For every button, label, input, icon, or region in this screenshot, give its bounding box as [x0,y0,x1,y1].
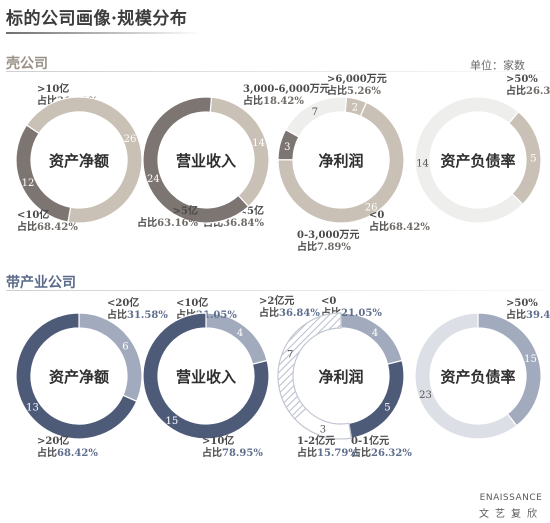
donut-slice [414,312,518,440]
slice-value-label: 4 [237,328,243,339]
slice-value-label: 5 [384,402,390,413]
slice-category-label: >2亿元 [259,294,294,307]
slice-share-label: 占比78.95% [202,446,263,459]
slice-value-label: 26 [365,203,378,214]
donut-center-title: 净利润 [318,152,363,170]
slice-category-label: 0-1亿元 [351,434,389,447]
logo-wordmark: ENAISSANCE [479,493,543,503]
slice-share-label: 占比26.32% [351,446,412,459]
brand-logo: ENAISSANCE 文艺复欣 [476,493,546,520]
slice-value-label: 3 [284,142,290,153]
donut-slice [277,101,405,224]
slice-category-label: <0 [369,210,384,221]
donut-slice [15,124,72,223]
slice-value-label: 7 [312,107,318,118]
slice-category-label: 0-3,000万元 [297,229,359,241]
donut-slice [142,312,270,440]
slice-category-label: >5亿 [173,204,198,217]
slice-share-label: 占比18.42% [243,94,304,107]
slice-value-label: 6 [122,342,128,353]
slice-value-label: 2 [352,102,358,113]
slice-share-label: 占比26.32% [506,84,550,97]
slice-category-label: >50% [506,298,538,309]
slice-share-label: 占比63.16% [137,216,198,229]
slice-share-label: 占比15.79% [297,446,358,459]
slice-category-label: <20亿 [107,296,139,309]
unit-label: 单位：家数 [470,59,525,72]
section-divider-industry [6,290,544,291]
slice-value-label: 14 [416,159,429,170]
slice-value-label: 12 [22,178,35,189]
slice-share-label: 占比68.42% [37,446,98,459]
slice-value-label: 4 [372,328,378,339]
donut-center-title: 资产净额 [49,368,109,386]
donut-slice [277,312,342,420]
slice-category-label: >6,000万元 [327,73,387,85]
slice-category-label: <10亿 [17,208,49,221]
donut-slice [414,96,524,224]
donut-center-title: 资产净额 [49,152,109,170]
slice-category-label: <10亿 [176,296,208,309]
slice-category-label: >10亿 [202,434,234,447]
slice-share-label: 占比39.47% [506,308,550,321]
donut-center-title: 营业收入 [176,152,236,170]
slice-share-label: 占比68.42% [369,220,430,233]
slice-category-label: 1-2亿元 [297,434,335,447]
section-divider-shell [6,71,544,72]
slice-value-label: 13 [26,402,39,413]
slice-category-label: >50% [506,74,538,85]
donut-slice [142,96,250,224]
slice-value-label: 23 [419,390,432,401]
donut-center-title: 资产负债率 [440,368,515,386]
slice-value-label: 7 [287,350,293,361]
slice-share-label: 占比5.26% [327,84,381,97]
donut-chart-8: 15 >50%占比39.47% 23 资产负债率 [414,298,550,440]
donut-chart-3: 2>6,000万元占比5.26%26<0占比68.42%30-3,000万元占比… [243,73,430,253]
logo-subtitle: 文艺复欣 [479,509,543,520]
slice-category-label: >20亿 [37,434,69,447]
donut-chart-7: 4<0占比21.05%50-1亿元占比26.32%31-2亿元占比15.79%7… [259,294,412,459]
slice-value-label: 15 [166,416,179,427]
donut-center-title: 资产负债率 [440,152,515,170]
page-title: 标的公司画像·规模分布 [6,9,188,29]
donut-slice [284,96,348,138]
donut-center-title: 营业收入 [176,368,236,386]
slice-category-label: >10亿 [37,82,69,95]
slice-share-label: 占比36.84% [259,306,320,319]
donut-slice [15,312,138,440]
slice-value-label: 15 [524,354,537,365]
donut-center-title: 净利润 [318,368,363,386]
slice-value-label: 3 [320,424,326,435]
slice-share-label: 占比31.58% [107,308,168,321]
title-underline [6,32,201,34]
slice-share-label: 占比68.42% [17,220,78,233]
slice-value-label: 24 [147,174,160,185]
section-label-industry: 带产业公司 [6,275,76,291]
donut-chart-4: 5 >50%占比26.32% 14 资产负债率 [414,74,550,224]
slice-value-label: 14 [252,138,265,149]
donut-slice [25,96,143,224]
slice-category-label: 3,000-6,000万元 [243,83,330,95]
slice-category-label: <0 [321,296,336,307]
slice-value-label: 5 [530,153,536,164]
slice-share-label: 占比7.89% [297,240,351,253]
donut-slice [78,312,143,403]
section-label-shell: 壳公司 [6,56,48,72]
slice-value-label: 26 [124,134,137,145]
